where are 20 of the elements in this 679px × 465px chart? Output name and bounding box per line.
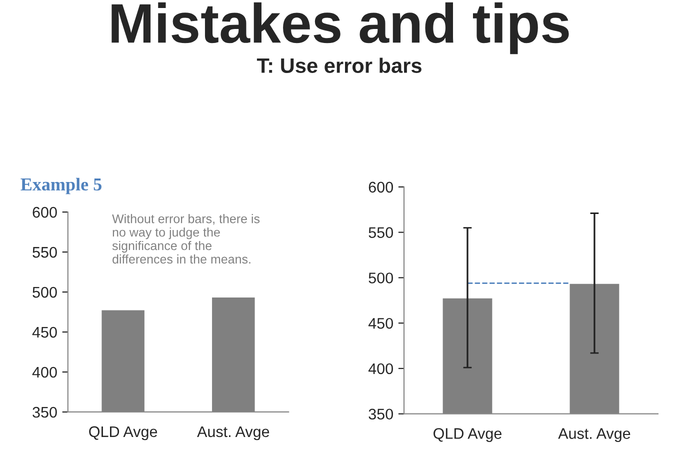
x-tick-label: QLD Avge (434, 428, 502, 442)
y-tick-label: 600 (368, 182, 393, 193)
chart-title: Mistakes and tips (112, 2, 569, 54)
annotation: Without error bars, there is no way to judge the significance of the differences in the means. (112, 214, 260, 264)
text: Example 5 (20, 178, 102, 194)
y-tick-label: 450 (368, 318, 393, 329)
x-tick-label: QLD Avge (89, 426, 158, 440)
y-tick-label: 400 (368, 363, 393, 374)
y-tick-label: 550 (368, 227, 393, 238)
text: T: Use error bars (256, 58, 422, 74)
y-tick-label: 450 (32, 326, 57, 338)
x-tick-label: Aust. Avge (558, 428, 630, 442)
y-tick-label: 400 (32, 366, 57, 378)
y-tick-label: 600 (32, 206, 57, 218)
y-tick-label: 500 (368, 272, 393, 284)
y-tick-label: 350 (368, 408, 393, 420)
y-tick-label: 350 (32, 406, 57, 418)
x-tick-label: Aust. Avge (197, 426, 270, 440)
y-tick-label: 550 (32, 246, 57, 258)
y-tick-label: 500 (32, 286, 57, 298)
